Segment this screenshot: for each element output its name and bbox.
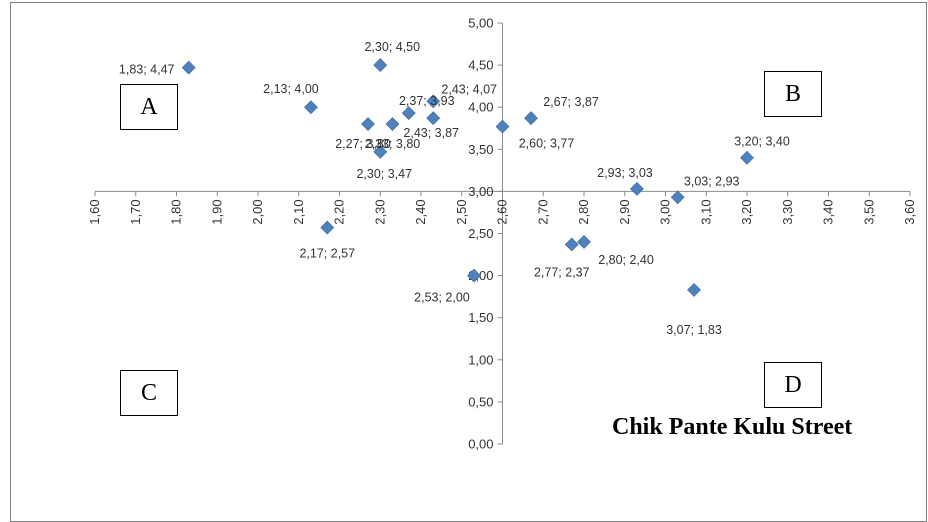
y-tick-label: 4,00: [468, 100, 493, 115]
data-points: [181, 58, 754, 297]
x-tick-label: 2,10: [291, 199, 306, 224]
data-point-label: 2,77; 2,37: [534, 265, 590, 279]
quadrant-d-label: D: [764, 362, 822, 408]
x-tick-label: 2,90: [617, 199, 632, 224]
data-point-label: 2,67; 3,87: [543, 95, 599, 109]
quadrant-a-text: A: [140, 93, 158, 120]
data-point-label: 2,33; 3,80: [365, 137, 421, 151]
data-point-marker: [426, 94, 441, 109]
x-tick-label: 3,20: [739, 199, 754, 224]
y-tick-label: 4,50: [468, 58, 493, 73]
data-point-marker: [564, 237, 579, 252]
data-point-label: 3,07; 1,83: [666, 323, 722, 337]
data-point-marker: [524, 111, 538, 126]
x-tick-label: 2,80: [576, 199, 591, 224]
x-tick-label: 2,00: [250, 199, 265, 224]
x-tick-label: 1,70: [128, 199, 143, 224]
data-point-label: 1,83; 4,47: [119, 63, 175, 77]
chart-title: Chik Pante Kulu Street: [612, 414, 853, 440]
quadrant-d-text: D: [784, 371, 802, 398]
x-tick-label: 3,60: [902, 199, 917, 224]
y-tick-label: 3,00: [468, 184, 493, 199]
data-point-marker: [320, 220, 335, 235]
data-point-marker: [181, 60, 196, 75]
data-point-marker: [361, 117, 375, 131]
y-tick-label: 5,00: [468, 16, 493, 31]
data-point-marker: [373, 58, 388, 73]
data-labels: 1,83; 4,47 2,30; 4,50 2,13; 4,00 2,37; 3,93…: [119, 40, 790, 337]
data-point-label: 2,17; 2,57: [299, 247, 355, 261]
data-point-label: 2,60; 3,77: [519, 137, 575, 151]
scatter-plot: 1,60 1,70 1,80 1,90 2,00 2,10 2,20 2,30 2,40 2,50…: [87, 16, 917, 452]
x-tick-label: 2,40: [413, 199, 428, 224]
x-tick-label: 2,60: [495, 199, 510, 224]
data-point-marker: [740, 150, 754, 165]
quadrant-c-text: C: [140, 379, 157, 406]
x-tick-label: 3,40: [821, 199, 836, 224]
data-point-marker: [385, 117, 400, 131]
quadrant-a-label: A: [120, 84, 178, 130]
data-point-marker: [577, 234, 591, 249]
data-point-label: 2,27; 3,80: [335, 137, 391, 151]
data-point-label: 2,93; 3,03: [597, 166, 653, 180]
data-point-marker: [304, 100, 318, 115]
data-point-marker: [687, 282, 701, 297]
x-tick-label: 2,70: [535, 199, 550, 224]
y-tick-label: 1,00: [468, 352, 493, 367]
data-point-marker: [495, 119, 510, 134]
x-tick-label: 2,50: [454, 199, 469, 224]
data-point-label: 3,20; 3,40: [734, 135, 790, 149]
data-point-marker: [373, 144, 388, 159]
axes: 1,60 1,70 1,80 1,90 2,00 2,10 2,20 2,30 2,40 2,50…: [87, 16, 917, 452]
x-tick-label: 3,30: [780, 199, 795, 224]
y-tick-label: 1,50: [468, 310, 493, 325]
y-tick-label: 2,50: [468, 226, 493, 241]
x-tick-label: 2,30: [372, 199, 387, 224]
data-point-label: 2,80; 2,40: [598, 253, 654, 267]
x-tick-label: 3,10: [698, 199, 713, 224]
quadrant-b-label: B: [764, 71, 822, 117]
data-point-label: 2,53; 2,00: [414, 291, 470, 305]
data-point-label: 2,37; 3,93: [399, 94, 455, 108]
data-point-label: 2,43; 3,87: [403, 126, 459, 140]
x-tick-label: 2,20: [332, 199, 347, 224]
x-tick-label: 1,90: [209, 199, 224, 224]
data-point-label: 3,03; 2,93: [684, 174, 740, 188]
x-tick-label: 3,50: [861, 199, 876, 224]
quadrant-b-text: B: [784, 80, 801, 107]
x-tick-label: 3,00: [658, 199, 673, 224]
x-tick-label: 1,60: [87, 199, 102, 224]
data-point-label: 2,43; 4,07: [441, 82, 497, 96]
data-point-label: 2,30; 4,50: [364, 40, 420, 54]
data-point-marker: [670, 190, 685, 205]
data-point-marker: [401, 106, 416, 121]
data-point-label: 2,13; 4,00: [263, 82, 319, 96]
data-point-marker: [467, 268, 481, 283]
y-tick-label: 0,00: [468, 437, 493, 452]
data-point-label: 2,30; 3,47: [356, 167, 412, 181]
data-point-marker: [630, 181, 644, 196]
y-tick-label: 0,50: [468, 394, 493, 409]
x-tick-label: 1,80: [169, 199, 184, 224]
quadrant-c-label: C: [120, 370, 178, 416]
y-tick-label: 3,50: [468, 142, 493, 157]
data-point-marker: [426, 111, 441, 126]
